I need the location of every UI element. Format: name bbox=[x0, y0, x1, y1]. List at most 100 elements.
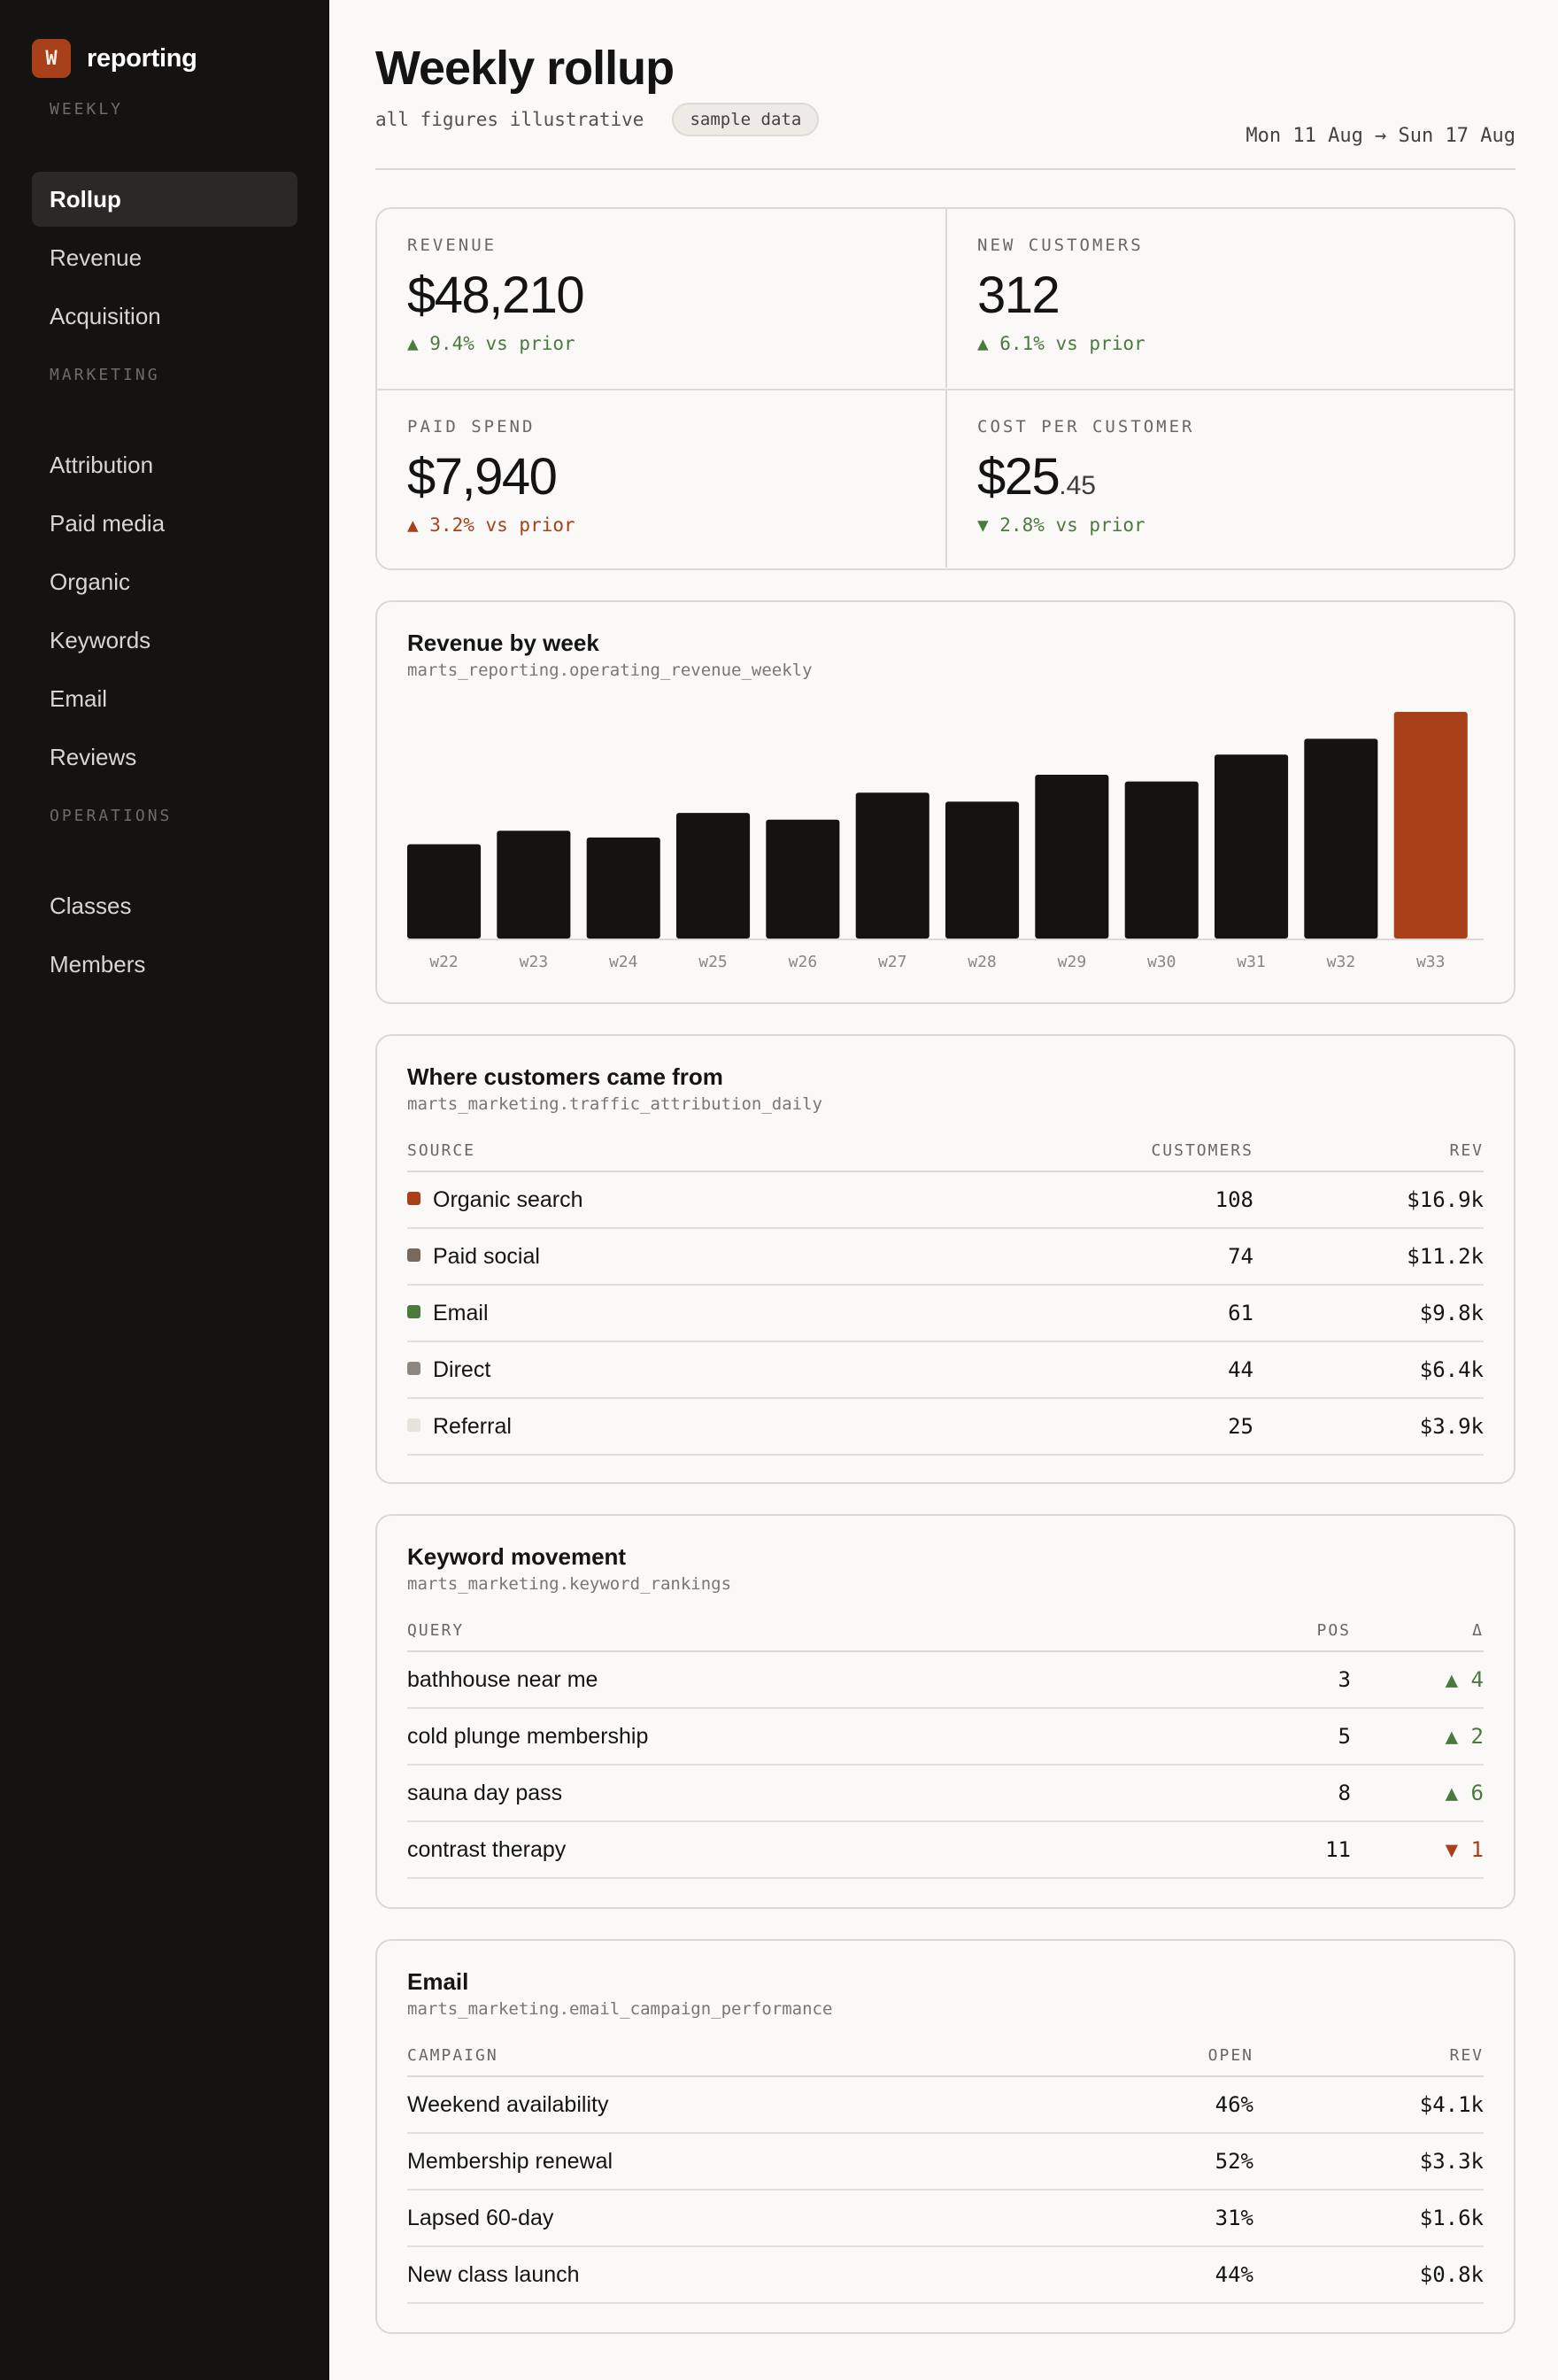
campaign-cell: Weekend availability bbox=[407, 2076, 1112, 2134]
kpi-card: REVENUE $48,210 ▲ 9.4% vs prior NEW CUST… bbox=[375, 207, 1516, 570]
sidebar-item-members[interactable]: Members bbox=[50, 951, 146, 978]
brand[interactable]: W reporting bbox=[32, 39, 297, 78]
table-row[interactable]: contrast therapy 11 ▼ 1 bbox=[407, 1821, 1484, 1879]
x-tick-label: w27 bbox=[878, 953, 907, 971]
kpi-cost-per-customer: COST PER CUSTOMER $25.45 ▼ 2.8% vs prior bbox=[945, 389, 1514, 568]
sidebar-item-rollup[interactable]: Rollup bbox=[32, 172, 297, 227]
customers-cell: 74 bbox=[1059, 1228, 1253, 1286]
customers-cell: 25 bbox=[1059, 1398, 1253, 1456]
x-tick-label: w31 bbox=[1237, 953, 1266, 971]
table-row[interactable]: New class launch 44% $0.8k bbox=[407, 2246, 1484, 2304]
source-label: Organic search bbox=[433, 1186, 583, 1212]
open-cell: 44% bbox=[1112, 2246, 1253, 2304]
sidebar-item-paid-media[interactable]: Paid media bbox=[50, 510, 166, 537]
table-row[interactable]: Email 61 $9.8k bbox=[407, 1285, 1484, 1342]
bar-w28[interactable] bbox=[945, 801, 1020, 939]
nav-section-marketing: MARKETING bbox=[50, 366, 160, 384]
bar-w32[interactable] bbox=[1304, 738, 1378, 939]
column-header-customers[interactable]: CUSTOMERS bbox=[1059, 1133, 1253, 1172]
bar-w27[interactable] bbox=[855, 792, 929, 939]
bar-w23[interactable] bbox=[497, 831, 571, 939]
kpi-delta: ▼ 2.8% vs prior bbox=[977, 514, 1145, 536]
source-cell: Referral bbox=[407, 1398, 1059, 1456]
attribution-source: marts_marketing.traffic_attribution_dail… bbox=[407, 1094, 822, 1114]
sidebar-item-classes[interactable]: Classes bbox=[50, 892, 132, 919]
query-cell: cold plunge membership bbox=[407, 1708, 1209, 1766]
email-table-body: Weekend availability 46% $4.1k Membership r… bbox=[407, 2076, 1484, 2304]
sample-data-badge: sample data bbox=[672, 103, 820, 136]
rev-cell: $9.8k bbox=[1253, 1285, 1484, 1342]
bar-w29[interactable] bbox=[1035, 775, 1109, 939]
campaign-cell: New class launch bbox=[407, 2246, 1112, 2304]
bar-w30[interactable] bbox=[1124, 781, 1199, 939]
kpi-delta: ▲ 9.4% vs prior bbox=[407, 333, 575, 354]
table-row[interactable]: Weekend availability 46% $4.1k bbox=[407, 2076, 1484, 2134]
sidebar-item-email[interactable]: Email bbox=[50, 685, 108, 712]
sidebar-item-attribution[interactable]: Attribution bbox=[50, 452, 154, 478]
revenue-chart-card: Revenue by week marts_reporting.operatin… bbox=[375, 600, 1516, 1004]
source-swatch-icon bbox=[407, 1248, 420, 1263]
email-title: Email bbox=[407, 1968, 469, 1995]
table-row[interactable]: Organic search 108 $16.9k bbox=[407, 1171, 1484, 1229]
campaign-cell: Lapsed 60-day bbox=[407, 2190, 1112, 2247]
main-content: Weekly rollup all figures illustrative s… bbox=[329, 0, 1558, 2380]
column-header-pos[interactable]: POS bbox=[1209, 1613, 1351, 1652]
kpi-new-customers: NEW CUSTOMERS 312 ▲ 6.1% vs prior bbox=[945, 209, 1514, 388]
column-header-delta[interactable]: Δ bbox=[1351, 1613, 1484, 1652]
bar-w24[interactable] bbox=[586, 837, 660, 939]
sidebar-item-revenue[interactable]: Revenue bbox=[50, 244, 143, 271]
column-header-source[interactable]: SOURCE bbox=[407, 1133, 1059, 1172]
kpi-revenue: REVENUE $48,210 ▲ 9.4% vs prior bbox=[377, 209, 945, 388]
sidebar-item-acquisition[interactable]: Acquisition bbox=[50, 303, 161, 329]
revenue-bar-chart: w22 w23 w24 w25 w26 w27 w28 w29 w30 w31 w32 w33 bbox=[407, 712, 1484, 971]
sidebar-item-reviews[interactable]: Reviews bbox=[50, 744, 137, 770]
table-row[interactable]: sauna day pass 8 ▲ 6 bbox=[407, 1765, 1484, 1822]
column-header-campaign[interactable]: CAMPAIGN bbox=[407, 2038, 1112, 2077]
keyword-table: QUERY POS Δ bathhouse near me 3 ▲ 4 cold pl… bbox=[407, 1613, 1484, 1879]
table-row[interactable]: Paid social 74 $11.2k bbox=[407, 1228, 1484, 1286]
column-header-open[interactable]: OPEN bbox=[1112, 2038, 1253, 2077]
table-row[interactable]: Lapsed 60-day 31% $1.6k bbox=[407, 2190, 1484, 2247]
source-cell: Direct bbox=[407, 1341, 1059, 1399]
card-inner: Where customers came from marts_marketin… bbox=[377, 1036, 1514, 1456]
sidebar-item-keywords[interactable]: Keywords bbox=[50, 627, 151, 653]
date-range[interactable]: Mon 11 Aug → Sun 17 Aug bbox=[1246, 125, 1516, 147]
x-tick-label: w29 bbox=[1058, 953, 1087, 971]
kpi-value: $7,940 bbox=[407, 448, 558, 506]
nav-section-operations: OPERATIONS bbox=[50, 807, 173, 825]
card-inner: Keyword movement marts_marketing.keyword… bbox=[377, 1516, 1514, 1879]
source-cell: Email bbox=[407, 1285, 1059, 1342]
sidebar-item-organic[interactable]: Organic bbox=[50, 568, 131, 595]
table-row[interactable]: Direct 44 $6.4k bbox=[407, 1341, 1484, 1399]
x-tick-label: w22 bbox=[429, 953, 459, 971]
column-header-rev[interactable]: REV bbox=[1253, 2038, 1484, 2077]
column-header-query[interactable]: QUERY bbox=[407, 1613, 1209, 1652]
query-cell: bathhouse near me bbox=[407, 1651, 1209, 1709]
chart-source: marts_reporting.operating_revenue_weekly bbox=[407, 661, 813, 680]
source-label: Email bbox=[433, 1300, 489, 1325]
attribution-title: Where customers came from bbox=[407, 1063, 723, 1090]
customers-cell: 61 bbox=[1059, 1285, 1253, 1342]
x-tick-label: w23 bbox=[520, 953, 549, 971]
table-row[interactable]: Membership renewal 52% $3.3k bbox=[407, 2133, 1484, 2191]
open-cell: 46% bbox=[1112, 2076, 1253, 2134]
bar-w25[interactable] bbox=[676, 813, 751, 939]
kpi-label: REVENUE bbox=[407, 236, 497, 255]
bar-w31[interactable] bbox=[1215, 754, 1289, 939]
table-row[interactable]: Referral 25 $3.9k bbox=[407, 1398, 1484, 1456]
open-cell: 31% bbox=[1112, 2190, 1253, 2247]
rev-cell: $11.2k bbox=[1253, 1228, 1484, 1286]
table-row[interactable]: cold plunge membership 5 ▲ 2 bbox=[407, 1708, 1484, 1766]
source-label: Direct bbox=[433, 1356, 491, 1382]
bar-w33[interactable] bbox=[1393, 712, 1468, 939]
attribution-table: SOURCE CUSTOMERS REV Organic search 108 $1… bbox=[407, 1133, 1484, 1456]
sidebar: W reporting WEEKLY Rollup Revenue Acquis… bbox=[0, 0, 329, 2380]
rev-cell: $3.3k bbox=[1253, 2133, 1484, 2191]
bar-w26[interactable] bbox=[766, 819, 840, 939]
bar-w22[interactable] bbox=[407, 844, 482, 939]
customers-cell: 44 bbox=[1059, 1341, 1253, 1399]
x-tick-label: w33 bbox=[1416, 953, 1446, 971]
customers-cell: 108 bbox=[1059, 1171, 1253, 1229]
column-header-rev[interactable]: REV bbox=[1253, 1133, 1484, 1172]
table-row[interactable]: bathhouse near me 3 ▲ 4 bbox=[407, 1651, 1484, 1709]
